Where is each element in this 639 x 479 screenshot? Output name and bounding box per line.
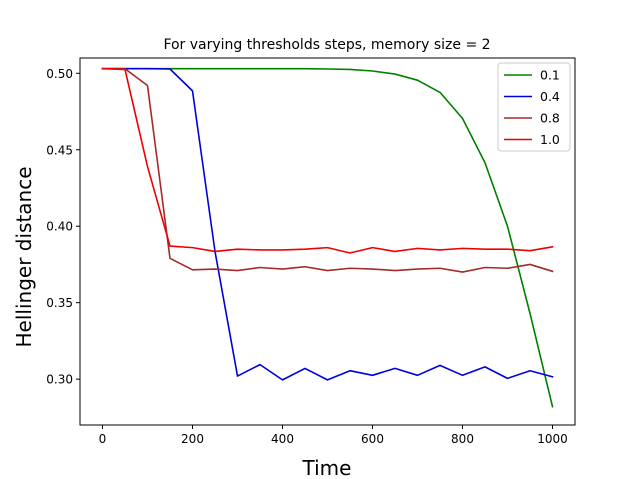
series-line-0.8 bbox=[101, 67, 554, 273]
x-tick-label: 400 bbox=[271, 432, 294, 446]
x-tick-label: 200 bbox=[181, 432, 204, 446]
series-line-1.0 bbox=[101, 67, 554, 254]
plot-frame bbox=[79, 57, 576, 426]
x-tick-label: 0 bbox=[99, 432, 107, 446]
x-axis-title: Time bbox=[302, 456, 352, 479]
legend-box bbox=[497, 62, 571, 152]
x-tick-label: 600 bbox=[361, 432, 384, 446]
y-tick-label: 0.45 bbox=[46, 143, 73, 157]
y-tick-label: 0.50 bbox=[46, 67, 73, 81]
y-tick-label: 0.40 bbox=[46, 220, 73, 234]
legend-label-1.0: 1.0 bbox=[540, 132, 560, 147]
plot-area: 0 200 400 600 800 1000 0.30 0.35 0.40 0.45 0.50 0.1… bbox=[46, 57, 576, 446]
legend-label-0.4: 0.4 bbox=[540, 89, 560, 104]
series-line-0.1 bbox=[101, 67, 554, 408]
x-tick-label: 1000 bbox=[537, 432, 568, 446]
chart-title: For varying thresholds steps, memory siz… bbox=[163, 37, 490, 53]
legend-label-0.8: 0.8 bbox=[540, 111, 560, 126]
y-tick-label: 0.30 bbox=[46, 373, 73, 387]
y-axis-title: Hellinger distance bbox=[12, 166, 36, 347]
x-tick-label: 800 bbox=[451, 432, 474, 446]
legend-label-0.1: 0.1 bbox=[540, 68, 560, 83]
y-tick-label: 0.35 bbox=[46, 296, 73, 310]
series-line-0.4 bbox=[101, 67, 554, 381]
